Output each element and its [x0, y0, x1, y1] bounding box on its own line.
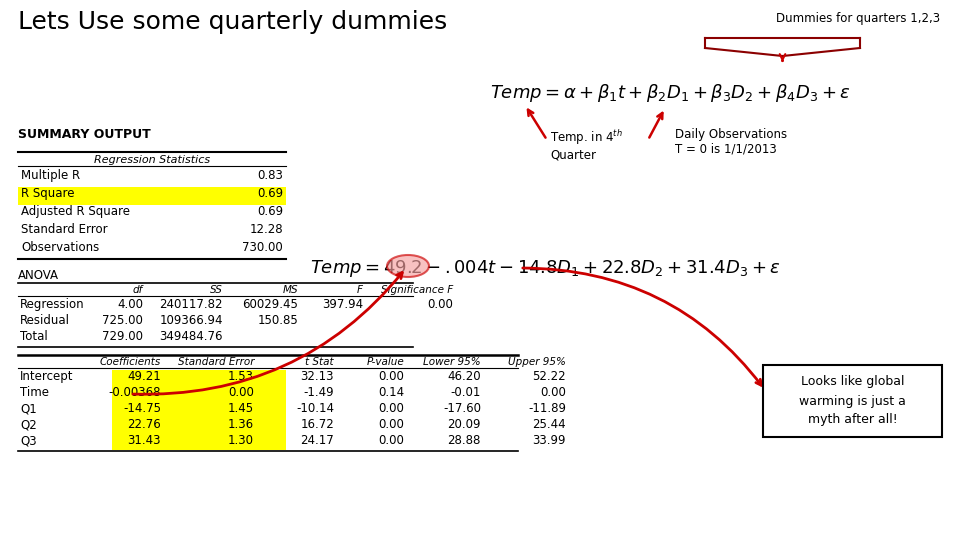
Text: 730.00: 730.00	[242, 241, 283, 254]
Text: 12.28: 12.28	[250, 223, 283, 236]
Text: 32.13: 32.13	[300, 370, 334, 383]
Text: 49.21: 49.21	[128, 370, 161, 383]
Text: 0.00: 0.00	[378, 402, 404, 415]
FancyBboxPatch shape	[18, 187, 286, 205]
Text: Total: Total	[20, 330, 48, 343]
Text: -17.60: -17.60	[443, 402, 481, 415]
Text: 729.00: 729.00	[102, 330, 143, 343]
Text: 0.69: 0.69	[257, 187, 283, 200]
Text: 4.00: 4.00	[117, 298, 143, 311]
Text: Time: Time	[20, 386, 49, 399]
Text: 0.69: 0.69	[257, 205, 283, 218]
Text: 0.00: 0.00	[228, 386, 254, 399]
Text: 0.00: 0.00	[378, 434, 404, 447]
Text: ANOVA: ANOVA	[18, 269, 59, 282]
Text: 0.00: 0.00	[378, 370, 404, 383]
FancyBboxPatch shape	[112, 434, 286, 450]
Text: Q3: Q3	[20, 434, 36, 447]
Text: 349484.76: 349484.76	[159, 330, 223, 343]
Text: 33.99: 33.99	[533, 434, 566, 447]
Text: 20.09: 20.09	[447, 418, 481, 431]
Text: -11.89: -11.89	[528, 402, 566, 415]
Text: 1.53: 1.53	[228, 370, 254, 383]
Text: Upper 95%: Upper 95%	[508, 357, 566, 367]
Text: Residual: Residual	[20, 314, 70, 327]
FancyBboxPatch shape	[112, 418, 286, 434]
Text: 725.00: 725.00	[102, 314, 143, 327]
FancyBboxPatch shape	[112, 402, 286, 418]
Text: Dummies for quarters 1,2,3: Dummies for quarters 1,2,3	[776, 12, 940, 25]
Text: Standard Error: Standard Error	[178, 357, 254, 367]
Text: Regression: Regression	[20, 298, 84, 311]
Text: Adjusted R Square: Adjusted R Square	[21, 205, 130, 218]
Text: P-value: P-value	[367, 357, 404, 367]
Text: SUMMARY OUTPUT: SUMMARY OUTPUT	[18, 128, 151, 141]
FancyBboxPatch shape	[112, 370, 286, 386]
Text: Coefficients: Coefficients	[100, 357, 161, 367]
Text: Intercept: Intercept	[20, 370, 74, 383]
Text: 25.44: 25.44	[533, 418, 566, 431]
Text: 28.88: 28.88	[447, 434, 481, 447]
Text: 1.45: 1.45	[228, 402, 254, 415]
Text: 31.43: 31.43	[128, 434, 161, 447]
Text: 0.00: 0.00	[540, 386, 566, 399]
Text: 109366.94: 109366.94	[159, 314, 223, 327]
Text: Observations: Observations	[21, 241, 99, 254]
Text: Q1: Q1	[20, 402, 36, 415]
Text: SS: SS	[210, 285, 223, 295]
Text: $\mathit{Temp} = \alpha + \beta_1 t + \beta_2 D_1 + \beta_3 D_2 + \beta_4 D_3 + : $\mathit{Temp} = \alpha + \beta_1 t + \b…	[490, 82, 851, 104]
Text: 0.14: 0.14	[378, 386, 404, 399]
Ellipse shape	[387, 255, 429, 277]
FancyBboxPatch shape	[763, 365, 942, 437]
Text: 24.17: 24.17	[300, 434, 334, 447]
Text: Lets Use some quarterly dummies: Lets Use some quarterly dummies	[18, 10, 447, 34]
Text: 397.94: 397.94	[322, 298, 363, 311]
Text: 46.20: 46.20	[447, 370, 481, 383]
Text: 60029.45: 60029.45	[242, 298, 298, 311]
Text: R Square: R Square	[21, 187, 75, 200]
Text: MS: MS	[282, 285, 298, 295]
Text: -1.49: -1.49	[303, 386, 334, 399]
Text: t Stat: t Stat	[305, 357, 334, 367]
Text: Multiple R: Multiple R	[21, 169, 80, 182]
Text: df: df	[132, 285, 143, 295]
Text: Regression Statistics: Regression Statistics	[94, 155, 210, 165]
Text: Daily Observations
T = 0 is 1/1/2013: Daily Observations T = 0 is 1/1/2013	[675, 128, 787, 156]
FancyBboxPatch shape	[112, 386, 286, 402]
Text: 240117.82: 240117.82	[159, 298, 223, 311]
Text: Temp. in 4$^{th}$
Quarter: Temp. in 4$^{th}$ Quarter	[550, 128, 623, 162]
Text: -14.75: -14.75	[123, 402, 161, 415]
Text: -0.00368: -0.00368	[108, 386, 161, 399]
Text: 150.85: 150.85	[257, 314, 298, 327]
Text: Lower 95%: Lower 95%	[423, 357, 481, 367]
Text: 1.36: 1.36	[228, 418, 254, 431]
Text: Q2: Q2	[20, 418, 36, 431]
Text: 1.30: 1.30	[228, 434, 254, 447]
Text: 0.00: 0.00	[427, 298, 453, 311]
Text: Standard Error: Standard Error	[21, 223, 108, 236]
Text: F: F	[357, 285, 363, 295]
Text: -0.01: -0.01	[450, 386, 481, 399]
Text: $\mathit{Temp} = 49.2 - \mathit{.004t} - 14.8D_1 + 22.8D_2 + 31.4D_3 + \varepsil: $\mathit{Temp} = 49.2 - \mathit{.004t} -…	[310, 258, 780, 279]
Text: Looks like global
warming is just a
myth after all!: Looks like global warming is just a myth…	[799, 375, 906, 427]
Text: 0.00: 0.00	[378, 418, 404, 431]
Text: Significance F: Significance F	[381, 285, 453, 295]
Text: 0.83: 0.83	[257, 169, 283, 182]
Text: 52.22: 52.22	[533, 370, 566, 383]
Text: -10.14: -10.14	[296, 402, 334, 415]
Text: 22.76: 22.76	[128, 418, 161, 431]
Text: 16.72: 16.72	[300, 418, 334, 431]
